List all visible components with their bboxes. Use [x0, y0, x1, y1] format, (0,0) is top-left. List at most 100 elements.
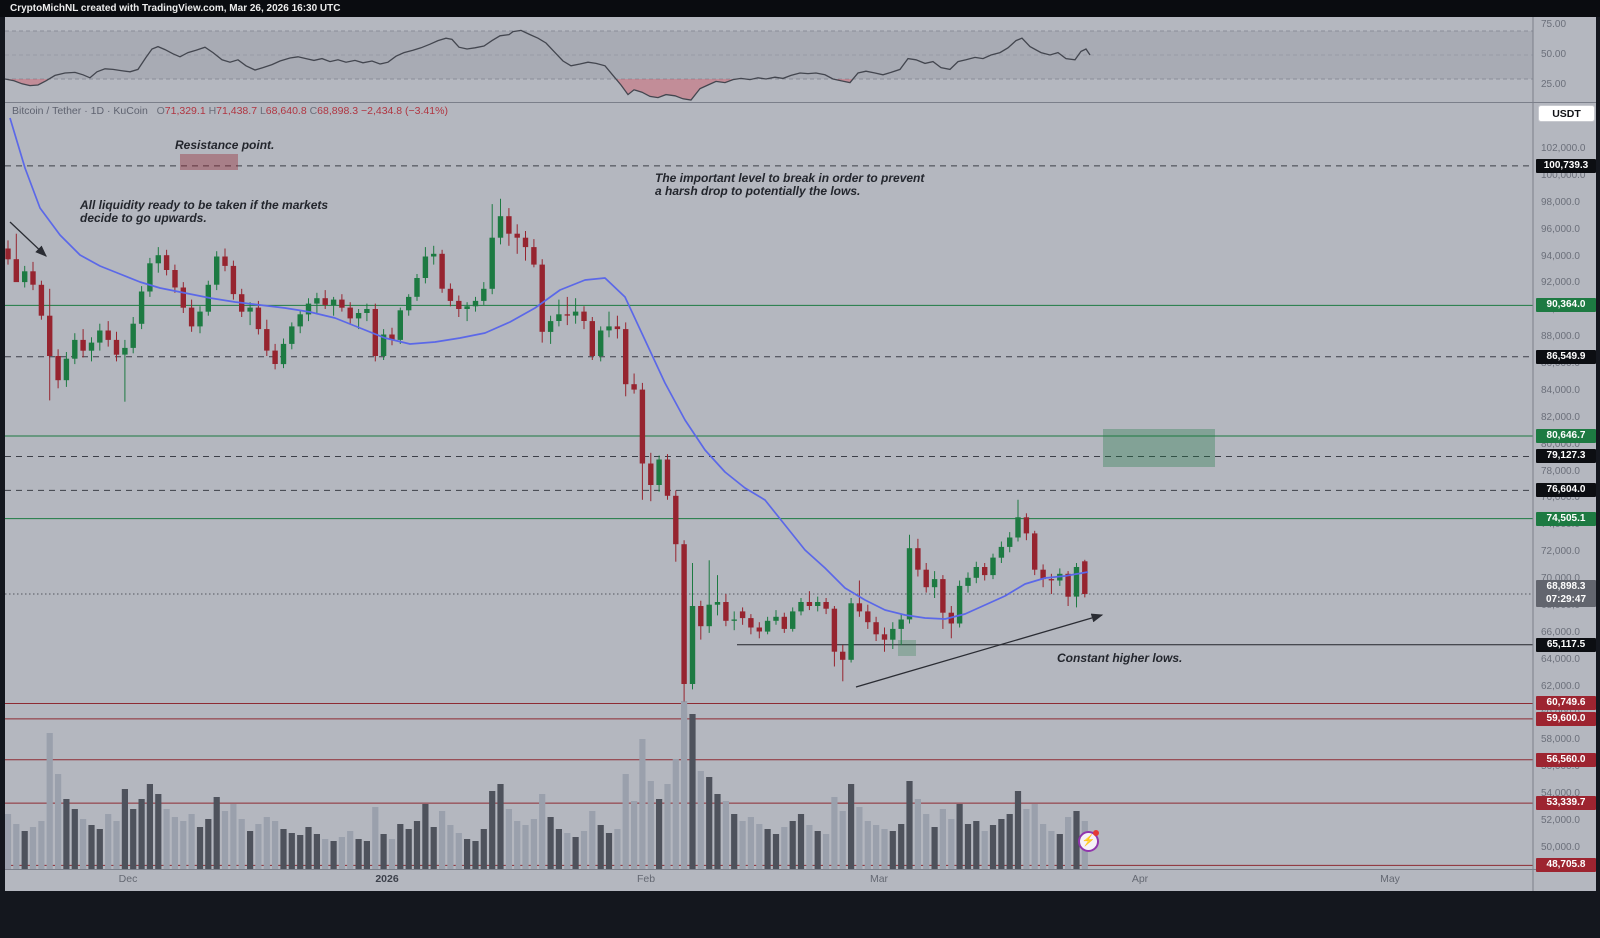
candle-body	[681, 544, 687, 684]
candle-body	[314, 298, 320, 304]
resistance-zone-box[interactable]	[180, 154, 238, 170]
price-badge-black: 65,117.5	[1536, 637, 1596, 652]
candle-body	[481, 288, 487, 301]
candle-body	[514, 233, 520, 238]
price-axis[interactable]: 102,000.0 100,000.0 98,000.0 96,000.0 94,000…	[1533, 17, 1600, 873]
volume-bar	[388, 839, 396, 869]
candle-body	[931, 579, 938, 588]
candle-body	[773, 616, 779, 621]
volume-bar	[497, 784, 504, 869]
volume-bar	[647, 781, 654, 869]
price-tick-label: 70,000.0	[1541, 573, 1580, 585]
volume-bar	[4, 814, 12, 869]
symbol-interval[interactable]: 1D	[90, 105, 105, 117]
target-zone-box[interactable]	[1103, 429, 1215, 467]
rsi-line	[4, 29, 1091, 101]
volume-bar	[756, 824, 763, 869]
candle-body	[22, 271, 28, 283]
volume-bar	[1056, 834, 1063, 869]
candle-body	[639, 389, 646, 464]
volume-bar	[614, 829, 621, 869]
rsi-tick-label: 75.00	[1541, 19, 1567, 30]
rsi-oversold-fill	[5, 79, 49, 86]
candle-body	[781, 616, 787, 629]
liquidity-arrow[interactable]	[9, 221, 47, 257]
volume-bar	[856, 807, 863, 869]
candle-body	[881, 634, 888, 640]
candle-body	[472, 300, 479, 307]
volume-bar	[13, 824, 20, 869]
annotation-resistance[interactable]: Resistance point.	[175, 138, 275, 152]
symbol-ohlc-row: Bitcoin / Tether · 1D · KuCoin O71,329.1…	[12, 105, 448, 117]
candle-body	[297, 314, 303, 327]
volume-bar	[121, 789, 128, 869]
candle-body	[739, 611, 746, 619]
volume-bar	[196, 827, 204, 869]
volume-bar	[489, 791, 496, 869]
volume-bar	[422, 804, 429, 869]
volume-bar	[747, 817, 754, 869]
annotation-higher-lows[interactable]: Constant higher lows.	[1057, 651, 1183, 665]
candle-body	[255, 307, 262, 330]
volume-bar	[631, 801, 638, 869]
candle-body	[606, 326, 612, 331]
volume-bar	[330, 841, 337, 869]
price-badge-red: 60,749.6	[1536, 696, 1596, 711]
demand-zone-box[interactable]	[898, 640, 916, 656]
volume-bar	[313, 834, 320, 869]
price-badge-red: 48,705.8	[1536, 858, 1596, 873]
candle-body	[790, 611, 796, 629]
volume-bar	[439, 811, 446, 869]
candle-body	[214, 256, 220, 285]
annotation-important-level[interactable]: The important level to break in order to…	[655, 171, 925, 199]
candle-body	[188, 307, 195, 327]
volume-bar	[113, 821, 120, 869]
candle-body	[406, 296, 412, 311]
candle-body	[506, 216, 512, 234]
volume-bar	[764, 829, 771, 869]
volume-bar	[681, 701, 688, 869]
candle-body	[956, 585, 963, 624]
candle-body	[998, 546, 1005, 558]
candle-body	[831, 608, 838, 652]
volume-bar	[55, 774, 62, 869]
volume-bar	[605, 833, 613, 869]
candle-body	[1065, 573, 1071, 597]
volume-bar	[597, 825, 604, 869]
time-tick-Mar: Mar	[869, 873, 889, 885]
candle-body	[280, 343, 287, 365]
candle-body	[130, 323, 136, 348]
volume-bar	[280, 829, 287, 869]
time-axis[interactable]: Dec 2026 Feb Mar Apr May	[0, 870, 1600, 891]
symbol-exchange: KuCoin	[113, 105, 148, 117]
volume-bar	[1048, 831, 1055, 869]
candle-body	[848, 603, 854, 660]
volume-bar	[1014, 791, 1022, 869]
candle-body	[539, 264, 545, 332]
ohlc-key: O	[153, 105, 165, 117]
symbol-title[interactable]: Bitcoin / Tether	[12, 105, 82, 117]
candle-body	[815, 602, 821, 606]
annotation-liquidity[interactable]: All liquidity ready to be taken if the m…	[80, 198, 329, 226]
volume-bar	[188, 814, 195, 869]
higher-lows-arrow[interactable]	[855, 613, 1104, 688]
currency-toggle-button[interactable]: USDT	[1538, 105, 1595, 122]
footer-bar: TradingView	[0, 891, 1600, 938]
candle-body	[330, 299, 337, 305]
price-tick-label: 76,000.0	[1541, 492, 1580, 504]
candle-body	[614, 326, 621, 330]
volume-bar	[781, 827, 788, 869]
time-tick-Feb: Feb	[636, 873, 656, 885]
volume-bar	[138, 799, 145, 869]
volume-bar	[238, 819, 245, 869]
stream-badge-icon[interactable]: ⚡	[1078, 830, 1099, 852]
price-tick-label: 72,000.0	[1541, 546, 1580, 558]
volume-bar	[1065, 817, 1072, 869]
candle-body	[97, 330, 103, 343]
candle-body	[731, 619, 737, 621]
volume-bar	[455, 833, 462, 869]
candle-body	[689, 606, 696, 684]
rsi-tick-label: 50.00	[1541, 49, 1567, 60]
